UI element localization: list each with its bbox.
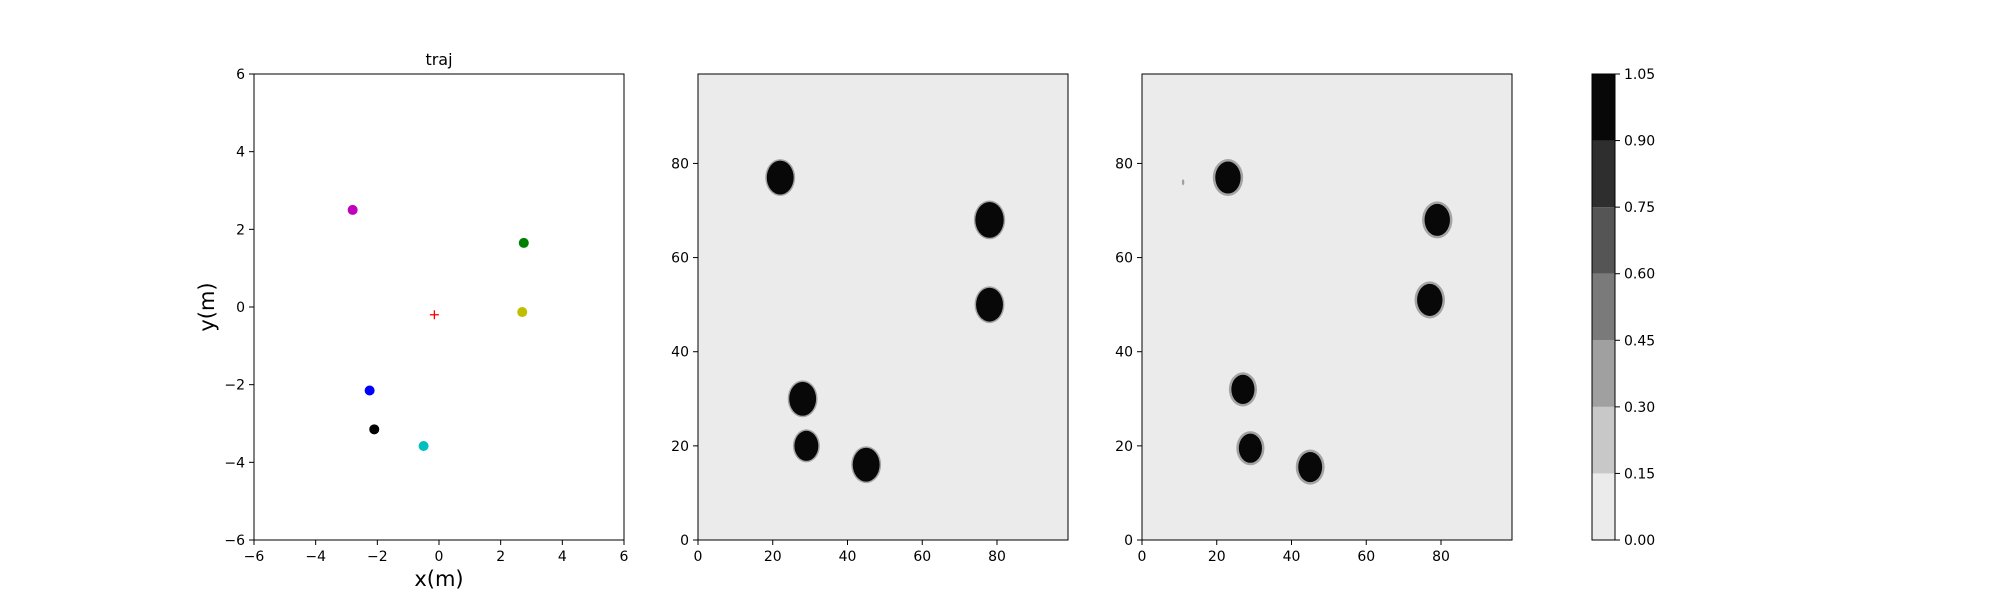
map-panel-2-y-tick-label: 0 [1124,533,1133,549]
map-panel-1-x-tick-label: 20 [764,549,782,565]
map-panel-1-plot-area [698,74,1068,540]
agent-point [418,441,429,452]
map-panel-2-x-tick-label: 60 [1357,549,1375,565]
trajectory-panel: traj −6 −4 −2 0 2 4 6 −6 −4 −2 0 2 4 6 x(m) y(m) [195,50,629,591]
colorbar-tick-label: 0.90 [1624,134,1655,150]
trajectory-x-tick-label: −6 [244,549,265,565]
map-panel-1-x-tick-label: 80 [988,549,1006,565]
map-panel-1-y-tick-label: 80 [671,156,689,172]
obstacle-blob [1417,283,1443,316]
noise-speck [1181,179,1185,186]
colorbar-band [1592,207,1615,274]
map-panel-1-y-tick-label: 60 [671,251,689,267]
trajectory-points [347,204,529,452]
colorbar-band [1592,340,1615,407]
trajectory-y-tick-label: 2 [236,222,245,238]
map-panel-2: 0 20 40 60 80 0 20 40 60 80 [1115,73,1513,565]
colorbar-tick-label: 0.30 [1624,400,1655,416]
map-panel-1-x-axis: 0 20 40 60 80 [694,540,1006,565]
colorbar-band [1592,406,1615,474]
trajectory-plot-area [253,73,625,541]
map-panel-2-y-tick-label: 60 [1115,251,1133,267]
agent-point [517,307,528,318]
colorbar-band [1592,140,1615,208]
trajectory-x-tick-label: 4 [558,549,567,565]
trajectory-x-tick-label: −2 [367,549,388,565]
map-panel-1-x-tick-label: 0 [694,549,703,565]
colorbar-tick-label: 1.05 [1624,67,1655,83]
obstacle-blob [766,160,794,195]
obstacle-blob [852,447,880,482]
obstacle-blob [1424,203,1450,236]
agent-point [518,237,529,248]
trajectory-x-tick-label: 2 [496,549,505,565]
map-panel-1: 0 20 40 60 80 0 20 40 60 80 [671,73,1069,565]
target-plus-marker [429,310,439,320]
map-panel-1-frame [697,73,1069,541]
obstacle-blob [1238,433,1262,463]
colorbar-band [1592,473,1615,540]
trajectory-y-tick-label: 4 [236,145,245,161]
colorbar-tick-label: 0.75 [1624,200,1655,216]
map-panel-2-y-tick-label: 20 [1115,439,1133,455]
map-panel-2-y-axis: 0 20 40 60 80 [1115,156,1142,549]
map-panel-2-x-tick-label: 40 [1283,549,1301,565]
map-panel-1-obstacles [765,159,1006,484]
trajectory-y-tick-label: −4 [224,455,245,471]
obstacle-blob [976,287,1003,322]
obstacle-blob [1298,451,1323,483]
map-panel-2-x-tick-label: 20 [1208,549,1226,565]
map-panel-1-x-tick-label: 60 [913,549,931,565]
obstacle-blob [975,202,1004,238]
map-panel-1-y-tick-label: 40 [671,345,689,361]
trajectory-x-tick-label: 6 [620,549,629,565]
agent-point [369,424,380,435]
trajectory-y-tick-label: −2 [224,378,245,394]
colorbar-bands [1592,74,1615,540]
map-panel-2-x-tick-label: 0 [1138,549,1147,565]
trajectory-x-tick-label: 0 [435,549,444,565]
map-panel-2-obstacles [1181,159,1453,485]
obstacle-blob [1215,161,1241,194]
colorbar-tick-label: 0.15 [1624,466,1655,482]
trajectory-y-axis: −6 −4 −2 0 2 4 6 [224,67,254,549]
obstacle-blob [794,430,819,461]
obstacle-blob [789,381,817,416]
map-panel-2-y-tick-label: 80 [1115,156,1133,172]
agent-point [347,204,358,215]
agent-point [364,385,375,396]
map-panel-2-frame [1141,73,1513,541]
trajectory-title: traj [425,50,452,69]
map-panel-1-y-tick-label: 0 [680,533,689,549]
trajectory-x-axis-label: x(m) [414,567,463,591]
map-panel-1-y-axis: 0 20 40 60 80 [671,156,698,549]
map-panel-2-plot-area [1142,74,1512,540]
colorbar-frame [1591,73,1616,541]
colorbar-tick-label: 0.00 [1624,533,1655,549]
trajectory-y-tick-label: 0 [236,300,245,316]
map-panel-2-x-axis: 0 20 40 60 80 [1138,540,1450,565]
trajectory-y-tick-label: 6 [236,67,245,83]
map-panel-2-x-tick-label: 80 [1432,549,1450,565]
map-panel-1-x-tick-label: 40 [839,549,857,565]
map-panel-1-y-tick-label: 20 [671,439,689,455]
trajectory-y-axis-label: y(m) [195,282,219,331]
obstacle-blob [1231,374,1255,404]
colorbar-ticks: 0.00 0.15 0.30 0.45 0.60 0.75 0.90 1.05 [1615,67,1655,549]
colorbar: 0.00 0.15 0.30 0.45 0.60 0.75 0.90 1.05 [1591,67,1655,549]
map-panel-2-y-tick-label: 40 [1115,345,1133,361]
trajectory-x-axis: −6 −4 −2 0 2 4 6 [244,540,629,565]
colorbar-tick-label: 0.45 [1624,333,1655,349]
trajectory-x-tick-label: −4 [305,549,326,565]
colorbar-band [1592,273,1615,341]
trajectory-y-tick-label: −6 [224,533,245,549]
colorbar-tick-label: 0.60 [1624,267,1655,283]
colorbar-band [1592,74,1615,141]
